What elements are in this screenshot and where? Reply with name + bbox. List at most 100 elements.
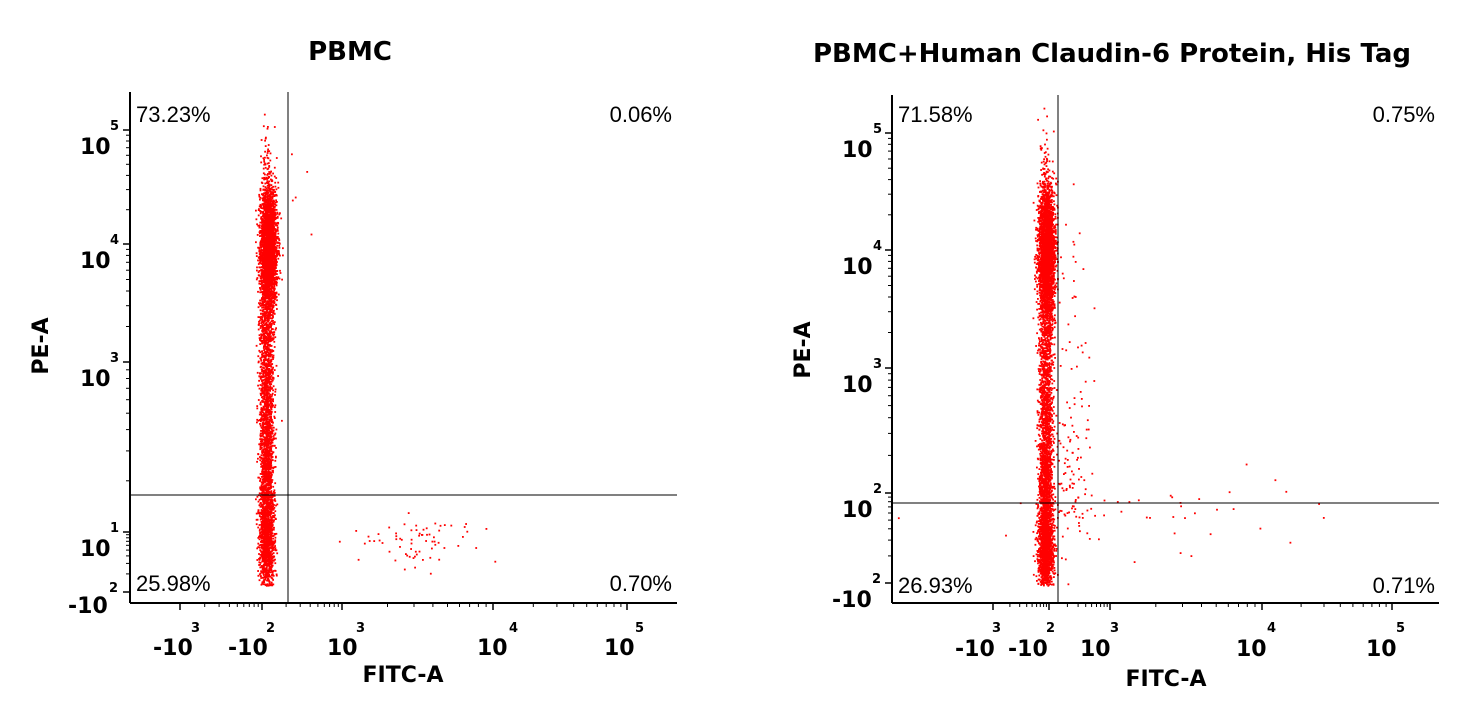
scatter-point	[263, 212, 266, 215]
scatter-point	[263, 276, 266, 278]
scatter-point	[258, 208, 260, 210]
scatter-point	[276, 299, 278, 302]
scatter-point	[262, 233, 265, 236]
scatter-point	[259, 196, 262, 199]
scatter-point	[266, 263, 268, 266]
scatter-point	[261, 304, 264, 307]
scatter-point	[266, 314, 269, 316]
scatter-point	[268, 418, 270, 421]
scatter-point	[261, 380, 263, 383]
scatter-point	[267, 283, 270, 286]
scatter-point	[262, 450, 265, 453]
scatter-point	[260, 139, 263, 141]
scatter-point	[270, 512, 273, 514]
scatter-point	[268, 232, 270, 235]
scatter-point	[261, 211, 264, 214]
scatter-point	[266, 255, 269, 258]
scatter-point	[270, 387, 272, 390]
scatter-point	[265, 291, 268, 294]
scatter-point	[272, 237, 275, 240]
scatter-point	[270, 363, 273, 366]
scatter-point	[266, 162, 269, 165]
scatter-point	[260, 251, 263, 254]
scatter-point	[264, 345, 266, 348]
scatter-point	[264, 357, 267, 360]
scatter-point	[259, 442, 262, 445]
scatter-point	[269, 359, 271, 362]
scatter-point	[276, 241, 278, 244]
scatter-point	[269, 433, 272, 435]
scatter-point	[270, 404, 273, 407]
scatter-point	[269, 171, 272, 174]
scatter-point	[261, 285, 264, 288]
scatter-point	[268, 211, 271, 214]
scatter-point	[269, 204, 271, 207]
scatter-point	[263, 394, 266, 396]
scatter-point	[261, 532, 264, 534]
scatter-point	[271, 279, 274, 282]
scatter-point	[267, 272, 269, 275]
scatter-point	[278, 212, 281, 215]
scatter-point	[261, 387, 264, 389]
scatter-point	[265, 235, 268, 238]
scatter-point	[259, 546, 261, 549]
scatter-point	[272, 244, 275, 247]
scatter-point	[255, 255, 258, 257]
scatter-point	[260, 259, 263, 261]
scatter-point	[273, 239, 276, 241]
scatter-point	[259, 401, 262, 404]
scatter-point	[262, 312, 264, 315]
scatter-point	[273, 200, 275, 203]
scatter-point	[260, 279, 263, 282]
scatter-point	[273, 175, 276, 178]
scatter-point	[267, 471, 269, 474]
scatter-point	[268, 238, 271, 241]
scatter-point	[267, 205, 270, 208]
scatter-point	[263, 192, 265, 195]
scatter-point	[269, 445, 271, 448]
scatter-point	[261, 384, 263, 387]
scatter-point	[270, 268, 272, 271]
scatter-point	[259, 277, 262, 280]
scatter-point	[260, 335, 263, 338]
scatter-point	[264, 329, 267, 332]
scatter-point	[268, 150, 271, 153]
scatter-point	[270, 479, 272, 482]
scatter-point	[265, 460, 268, 463]
scatter-point	[272, 520, 275, 523]
scatter-point	[259, 189, 262, 192]
scatter-point	[262, 314, 264, 317]
scatter-point	[276, 277, 279, 280]
scatter-point	[262, 421, 265, 424]
scatter-point	[270, 180, 273, 183]
scatter-point	[274, 258, 277, 261]
scatter-point	[272, 389, 274, 392]
scatter-point	[271, 232, 274, 235]
scatter-point	[269, 213, 272, 216]
scatter-point	[265, 372, 267, 375]
scatter-point	[272, 216, 274, 219]
panel-pbmc: PBMC FITC-A PE-A 73.23% 0.06% 25.98% 0.7…	[29, 37, 677, 688]
scatter-point	[262, 382, 265, 385]
scatter-point	[261, 177, 264, 180]
scatter-point	[270, 328, 273, 330]
scatter-point	[260, 375, 263, 378]
scatter-point	[269, 232, 271, 234]
scatter-point	[276, 503, 279, 506]
scatter-point	[260, 460, 263, 463]
scatter-point	[264, 228, 267, 231]
scatter-point	[258, 253, 261, 255]
scatter-point	[264, 177, 267, 180]
scatter-point	[261, 321, 263, 324]
scatter-point	[261, 408, 263, 410]
scatter-point	[265, 342, 268, 345]
scatter-point	[263, 465, 266, 467]
scatter-point	[269, 350, 272, 353]
scatter-point	[269, 373, 272, 376]
scatter-point	[274, 238, 277, 241]
scatter-point	[266, 185, 269, 187]
scatter-point	[276, 230, 279, 232]
scatter-point	[263, 375, 266, 378]
scatter-point	[266, 249, 269, 252]
scatter-point	[264, 173, 266, 176]
